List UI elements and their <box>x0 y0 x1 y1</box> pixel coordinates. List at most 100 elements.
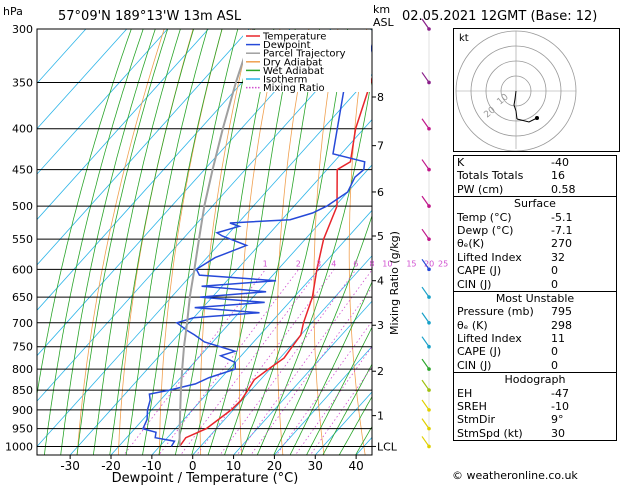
wind-barb-staff <box>421 195 430 207</box>
hodograph-ring-label-20: 20 <box>483 105 498 120</box>
unstable-index-row: CIN (J) 0 <box>453 358 617 373</box>
wind-barb-staff <box>421 399 430 411</box>
wind-barb-staff <box>421 379 430 391</box>
surface-index-value: 270 <box>551 237 572 251</box>
mixing-ratio-label: 10 <box>382 259 392 268</box>
surface-index-row: Temp (°C) -5.1 <box>453 210 617 224</box>
hodograph-param-value: -10 <box>551 400 569 414</box>
mixing-ratio-line <box>180 269 320 455</box>
pressure-tick-label: 1000 <box>5 440 33 453</box>
height-tick-label: 2 <box>377 365 384 378</box>
parcel-trajectory-line <box>178 29 255 447</box>
dry-adiabat-line <box>276 29 310 455</box>
mixing-ratio-label: 2 <box>296 259 301 268</box>
surface-index-label: Dewp (°C) <box>457 223 514 237</box>
hodograph-section-title: Hodograph <box>453 373 617 387</box>
hodograph-param-row: StmDir 9° <box>453 413 617 427</box>
wind-barb-staff <box>421 118 430 130</box>
height-tick-label: LCL <box>377 440 398 453</box>
wet-adiabat-line <box>158 29 239 455</box>
dry-adiabat-line <box>159 29 223 455</box>
pressure-tick-label: 350 <box>12 76 33 89</box>
isotherm-line <box>274 345 372 455</box>
pressure-tick-label: 400 <box>12 123 33 136</box>
height-tick-label: 7 <box>377 140 384 153</box>
mixing-ratio-axis-label: Mixing Ratio (g/kg) <box>388 231 401 335</box>
pressure-tick-label: 700 <box>12 317 33 330</box>
wind-barb-column <box>421 18 431 449</box>
hodograph-trace <box>513 90 518 120</box>
x-tick-label: 10 <box>226 459 241 473</box>
wind-barb-staff <box>421 258 430 270</box>
surface-index-label: CAPE (J) <box>457 264 502 278</box>
mixing-ratio-label: 8 <box>369 259 374 268</box>
surface-index-row: θₑ(K) 270 <box>453 237 617 251</box>
wet-adiabat-line <box>306 326 372 455</box>
unstable-index-label: CIN (J) <box>457 358 492 372</box>
x-axis-label: Dewpoint / Temperature (°C) <box>112 471 299 486</box>
isotherm-line <box>69 119 372 455</box>
surface-index-row: CAPE (J) 0 <box>453 264 617 278</box>
surface-index-label: Temp (°C) <box>457 210 512 224</box>
pressure-tick-label: 550 <box>12 233 33 246</box>
surface-index-row: Lifted Index 32 <box>453 250 617 265</box>
wet-adiabat-line <box>256 75 372 455</box>
height-unit-top: km <box>373 3 390 16</box>
isotherm-line <box>110 164 372 455</box>
mixing-ratio-line <box>219 269 357 455</box>
dry-adiabat-line <box>76 29 165 455</box>
isotherm-line <box>37 73 372 448</box>
wet-adiabat-line <box>289 280 372 455</box>
legend-label: Dry Adiabat <box>263 57 322 68</box>
general-index-label: K <box>457 156 465 169</box>
wet-adiabat-line <box>240 29 349 455</box>
legend-label: Isotherm <box>263 75 307 86</box>
surface-index-row: Dewp (°C) -7.1 <box>453 223 617 238</box>
wet-adiabat-line <box>125 29 208 455</box>
wet-adiabat-line <box>224 29 320 455</box>
x-tick-label: -20 <box>101 459 121 473</box>
hodograph-svg: kt 20 10 <box>455 30 577 152</box>
height-tick-label: 5 <box>377 230 384 243</box>
general-index-value: 0.58 <box>551 182 576 196</box>
general-index-value: 16 <box>551 169 565 183</box>
general-index-row: PW (cm) 0.58 <box>453 182 617 197</box>
dry-adiabat-line <box>348 29 368 455</box>
mixing-ratio-line <box>158 269 300 455</box>
wind-barb-staff <box>421 228 430 240</box>
height-unit-bottom: ASL <box>373 16 395 29</box>
surface-index-value: -7.1 <box>551 223 573 237</box>
dry-adiabat-line <box>238 29 281 455</box>
surface-index-label: θₑ(K) <box>457 237 485 251</box>
pressure-tick-label: 750 <box>12 341 33 354</box>
sounding-lines <box>141 29 372 447</box>
unstable-index-value: 795 <box>551 305 572 319</box>
unstable-index-row: Pressure (mb) 795 <box>453 305 617 319</box>
mixing-ratio-label: 3 <box>316 259 321 268</box>
hodograph-param-value: -47 <box>551 386 569 400</box>
hodograph-panel: kt 20 10 <box>453 28 620 152</box>
unstable-index-row: Lifted Index 11 <box>453 332 617 346</box>
hodograph-param-label: StmSpd (kt) <box>457 426 523 440</box>
x-tick-label: 30 <box>308 459 323 473</box>
wind-barb-staff <box>421 312 430 324</box>
wind-barb-staff <box>421 358 430 370</box>
general-index-value: -40 <box>551 156 569 169</box>
wet-adiabat-line <box>76 29 169 455</box>
wet-adiabat-line <box>92 29 181 455</box>
hodograph-param-label: StmDir <box>457 413 496 427</box>
surface-index-label: CIN (J) <box>457 277 492 291</box>
indices-panel: K -40 Totals Totals 16 PW (cm) 0.58 Surface T… <box>453 155 617 442</box>
pressure-unit-label: hPa <box>3 5 23 18</box>
x-tick-label: -30 <box>60 459 80 473</box>
dry-adiabat-line <box>313 29 339 455</box>
hodograph-ring-label-10: 10 <box>496 92 511 107</box>
wet-adiabat-line <box>207 29 296 455</box>
copyright-text: © weatheronline.co.uk <box>452 469 578 482</box>
hodograph-storm-point <box>535 116 539 120</box>
unstable-index-row: θₑ (K) 298 <box>453 318 617 333</box>
wet-adiabat-line <box>273 214 372 455</box>
temperature-line <box>178 76 372 447</box>
height-tick-label: 3 <box>377 319 384 332</box>
wet-adiabat-line <box>338 395 372 455</box>
